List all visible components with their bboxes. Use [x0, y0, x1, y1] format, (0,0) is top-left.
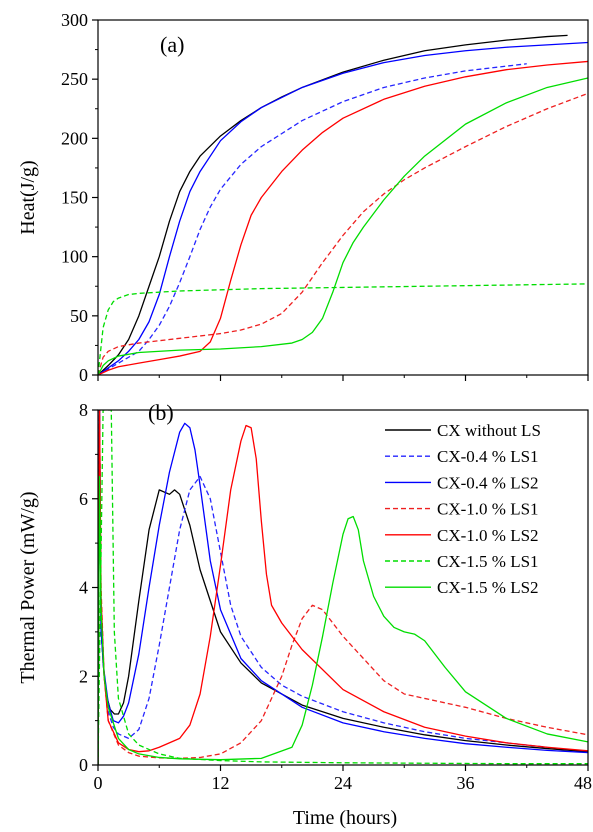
x-axis-label: Time (hours) [293, 807, 397, 829]
power-series-cx-1-5-ls1 [98, 410, 588, 765]
legend-label-cx-1-0-ls1: CX-1.0 % LS1 [437, 500, 539, 519]
power-xtick-label: 12 [212, 773, 230, 793]
power-series-cx-1-5-ls2 [98, 475, 588, 765]
heat-series-cx-1-0-ls1 [98, 92, 588, 375]
power-xtick-label: 24 [334, 773, 352, 793]
heat-panel: 0 50 100 150 200 250 300 Heat(J/g) (a) [17, 10, 589, 385]
heat-series-layer [98, 34, 588, 375]
heat-ticks: 0 50 100 150 200 250 300 [61, 10, 589, 385]
heat-series-cx-0-4-ls1 [98, 63, 527, 375]
heat-series-cx-0-4-ls2 [98, 41, 588, 375]
legend: CX without LS CX-0.4 % LS1 CX-0.4 % LS2 CX-… [385, 421, 541, 597]
power-xtick-label: 36 [457, 773, 475, 793]
legend-label-cx-1-5-ls2: CX-1.5 % LS2 [437, 578, 539, 597]
heat-series-cx-without-ls [98, 34, 568, 375]
heat-ytick-label: 150 [61, 188, 88, 208]
power-y-axis-label: Thermal Power (mW/g) [17, 491, 39, 683]
power-ytick-label: 6 [79, 489, 88, 509]
legend-label-cx-1-5-ls1: CX-1.5 % LS1 [437, 552, 539, 571]
heat-series-cx-1-5-ls1 [98, 283, 588, 375]
heat-series-cx-1-0-ls2 [98, 60, 588, 375]
heat-panel-label: (a) [160, 32, 184, 57]
power-xtick-label: 0 [94, 773, 103, 793]
power-series-cx-1-0-ls2 [98, 410, 588, 765]
power-ytick-label: 4 [79, 578, 88, 598]
power-series-cx-0-4-ls2 [98, 410, 588, 765]
power-ytick-label: 8 [79, 400, 88, 420]
power-series-layer [98, 410, 588, 765]
heat-ytick-label: 250 [61, 69, 88, 89]
power-ytick-label: 2 [79, 666, 88, 686]
power-xtick-label: 48 [574, 773, 592, 793]
power-panel-label: (b) [148, 400, 174, 425]
heat-ytick-label: 100 [61, 247, 88, 267]
legend-label-cx-1-0-ls2: CX-1.0 % LS2 [437, 526, 539, 545]
heat-ytick-label: 0 [79, 365, 88, 385]
heat-ytick-label: 50 [70, 306, 88, 326]
legend-label-cx-0-4-ls1: CX-0.4 % LS1 [437, 447, 539, 466]
heat-series-cx-1-5-ls2 [98, 77, 588, 375]
power-series-cx-0-4-ls1 [98, 410, 548, 765]
heat-ytick-label: 200 [61, 128, 88, 148]
heat-y-axis-label: Heat(J/g) [17, 160, 39, 234]
legend-label-cx-without-ls: CX without LS [437, 421, 541, 440]
legend-label-cx-0-4-ls2: CX-0.4 % LS2 [437, 473, 539, 492]
power-ytick-label: 0 [79, 755, 88, 775]
heat-ytick-label: 300 [61, 10, 88, 30]
